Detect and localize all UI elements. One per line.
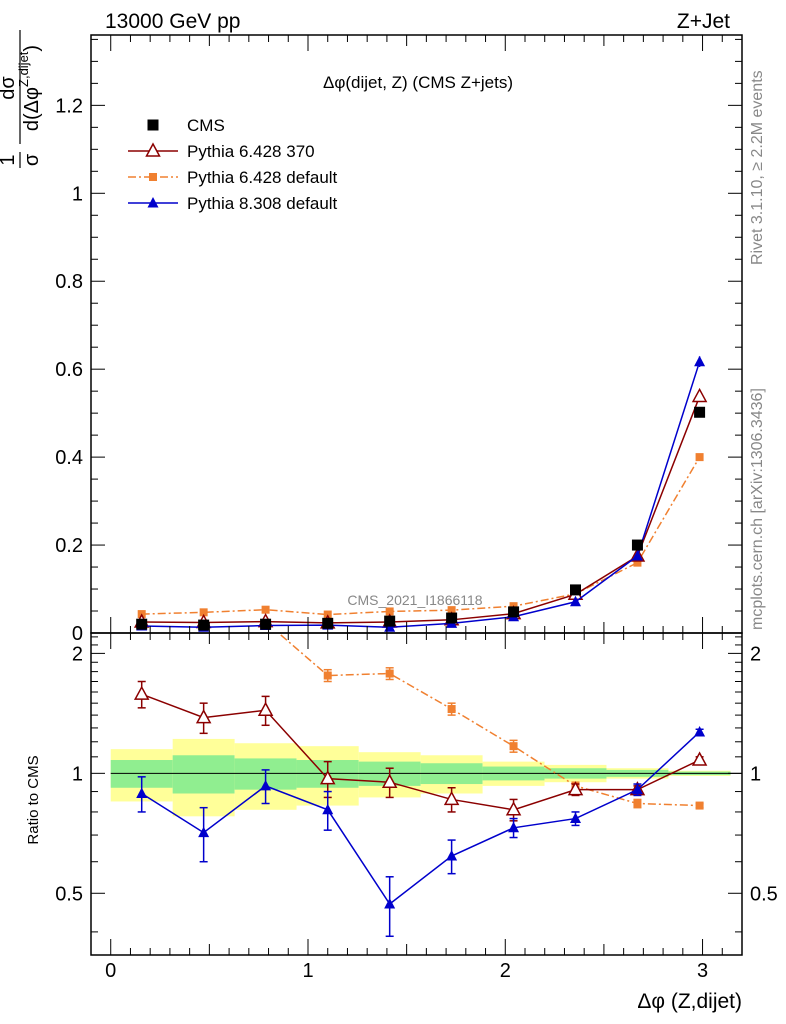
x-tick-label: 2 [500,960,511,982]
y-tick-label: 1 [72,183,83,205]
main-panel: 0 0.2 0.4 0.6 0.8 1 1.2 [55,34,743,645]
ratio-point [631,783,643,795]
ratio-point [198,826,210,838]
ratio-frame [90,632,743,956]
ratio-ylabel: Ratio to CMS [25,755,42,844]
ratio-panel: 0 1 2 3 0.5 0.5 1 1 2 2 [55,632,778,982]
data-point [570,595,582,607]
ratio-point [447,705,456,714]
ratio-point [446,850,458,861]
legend-marker [145,142,161,157]
data-point [384,615,396,627]
ratio-point [384,897,396,909]
data-point [631,550,643,561]
ratio-y-tick-label: 0.5 [55,883,83,905]
svg-text:dσ: dσ [0,76,19,100]
ratio-point [136,787,148,798]
ratio-line [141,731,701,906]
legend-label: Pythia 6.428 default [187,168,338,187]
band-inner [172,755,235,794]
ratio-point [509,742,518,751]
x-axis-label: Δφ (Z,dijet) [637,990,742,1013]
data-point [385,607,394,616]
series-line [141,456,701,616]
x-tick-label: 0 [105,960,116,982]
ratio-point [195,709,212,724]
watermark: CMS_2021_I1866118 [347,592,482,608]
data-point [322,617,334,629]
data-point [446,612,458,624]
y-tick-label: 1.2 [55,95,83,117]
header-right: Z+Jet [677,10,730,33]
legend-marker [149,173,157,181]
data-point [694,406,706,418]
legend-label: CMS [187,116,225,135]
ratio-point [323,671,332,680]
ratio-point [260,779,272,791]
ratio-point [633,799,642,808]
data-point [508,606,520,618]
ratio-point [695,801,704,810]
series-line [141,361,701,629]
y-tick-label: 0.4 [55,447,83,469]
header-left: 13000 GeV pp [105,10,240,33]
ratio-band [110,738,731,817]
ratio-line [277,633,700,807]
ratio-point [385,669,394,678]
ratio-point [381,773,398,788]
ratio-point [322,803,334,815]
ratio-point [505,801,522,816]
y-tick-label: 0.6 [55,359,83,381]
legend-marker [147,119,159,131]
ratio-point [691,751,708,766]
ratio-point [508,821,520,833]
ratio-line [141,693,700,811]
legend-label: Pythia 8.308 default [187,194,338,213]
rivet-label: Rivet 3.1.10, ≥ 2.2M events [749,70,766,265]
ratio-point [443,790,460,806]
x-tick-label: 3 [697,960,708,982]
data-point [260,618,272,630]
data-point [570,584,582,596]
data-point [631,539,643,551]
data-point [136,618,148,630]
ratio-series [133,633,708,938]
ratio-y-tick-label-right: 1 [750,763,761,785]
main-title: Δφ(dijet, Z) (CMS Z+jets) [323,73,513,92]
ratio-point [257,701,274,716]
ratio-point [570,812,582,824]
y-tick-label: 0.2 [55,535,83,557]
legend-label: Pythia 6.428 370 [187,142,315,161]
data-point [447,606,456,615]
ratio-point [133,685,150,700]
ratio-point [319,770,336,785]
data-point [694,355,706,367]
ratio-y-tick-label-right: 0.5 [750,883,778,905]
svg-text:1: 1 [0,154,19,165]
mcplots-label: mcplots.cern.ch [arXiv:1306.3436] [749,388,766,630]
svg-text:d(ΔφZ,dijet): d(ΔφZ,dijet) [16,45,43,131]
ratio-point [567,781,584,796]
data-point [198,619,210,631]
svg-text:σ: σ [21,153,43,166]
ratio-point [694,725,706,737]
x-tick-label: 1 [302,960,313,982]
data-point [691,387,708,403]
series-line [141,396,701,624]
legend: CMS Pythia 6.428 370 Pythia 6.428 default P… [128,116,338,213]
ratio-y-tick-label: 1 [72,763,83,785]
data-point [199,608,208,617]
main-series [133,355,708,632]
data-point [695,453,704,462]
data-point [633,558,642,567]
legend-marker [147,197,159,208]
data-point [261,605,270,614]
y-tick-label: 0.8 [55,271,83,293]
y-tick-label: 0 [72,623,83,645]
ratio-y-tick-label-right: 2 [750,643,761,665]
ratio-y-tick-label: 2 [72,643,83,665]
main-ylabel: 1 σ dσ d(ΔφZ,dijet) [0,30,43,168]
